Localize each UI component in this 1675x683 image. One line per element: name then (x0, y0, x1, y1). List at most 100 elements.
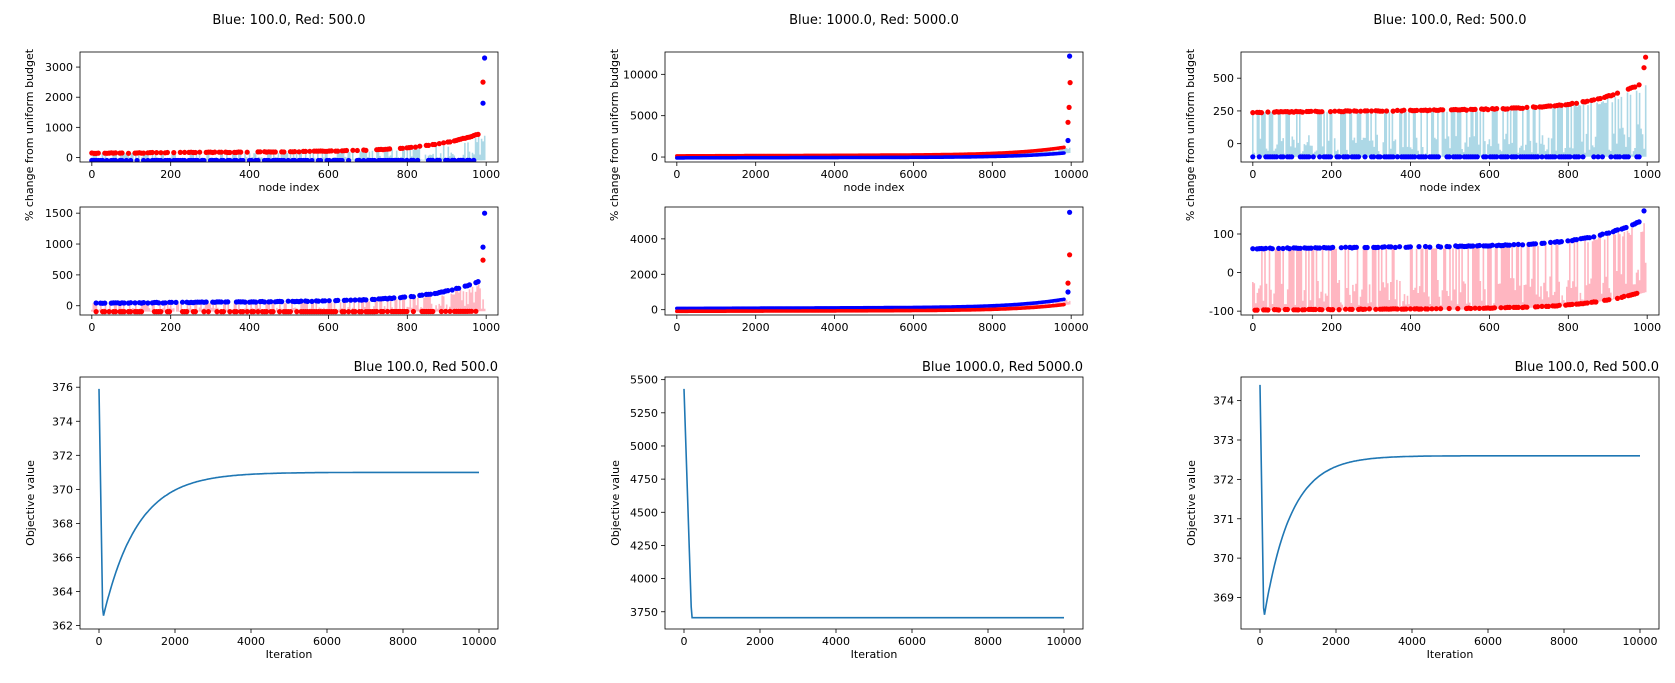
point-blue (1507, 242, 1513, 248)
point-blue (281, 157, 287, 162)
point-red (1349, 306, 1355, 312)
point-red (1515, 304, 1521, 310)
point-blue (1392, 244, 1398, 250)
point-red (1455, 306, 1461, 312)
point-blue (298, 298, 304, 304)
x-tick-label: 400 (1400, 321, 1421, 334)
point-blue (1263, 245, 1269, 251)
point-red (1641, 65, 1647, 71)
x-tick-label: 600 (318, 168, 339, 181)
point-red (1373, 306, 1379, 312)
point-red (1312, 306, 1318, 313)
point-red (1535, 304, 1541, 310)
point-red (436, 141, 442, 147)
x-tick-label: 2000 (742, 321, 770, 334)
chart-title: Blue: 100.0, Red: 500.0 (212, 13, 365, 28)
point-red (1368, 108, 1375, 114)
point-blue (285, 298, 291, 304)
point-red (227, 309, 233, 315)
point-red (182, 149, 188, 155)
point-blue (445, 157, 451, 162)
point-blue (1362, 154, 1368, 160)
series-red (675, 252, 1073, 314)
y-tick-label: 372 (52, 449, 73, 462)
point-red (1384, 108, 1390, 114)
point-red (244, 149, 250, 155)
point-red (473, 308, 479, 314)
point-blue (1390, 154, 1396, 160)
point-blue (1336, 154, 1342, 160)
point-red (1569, 100, 1575, 106)
point-blue (1567, 154, 1573, 160)
point-blue (1269, 246, 1275, 252)
point-blue (225, 299, 231, 305)
point-red (1504, 106, 1511, 112)
point-blue (162, 300, 168, 306)
point-red (410, 308, 416, 315)
point-red (1597, 95, 1603, 102)
point-red (272, 149, 278, 155)
point-red (1545, 303, 1552, 309)
x-tick-label: 2000 (161, 635, 189, 648)
point-red (201, 309, 207, 315)
y-tick-label: 364 (52, 586, 73, 599)
y-tick-label: 4000 (630, 233, 658, 246)
point-red (374, 308, 380, 315)
point-blue (1062, 151, 1066, 155)
x-tick-label: 2000 (746, 635, 774, 648)
point-red (1427, 107, 1433, 113)
point-red (1379, 108, 1385, 114)
chart-c2o: 0 2000 4000 6000 8000 10000 3750 4000 4250 4500 47… (609, 360, 1084, 661)
point-blue (218, 299, 224, 305)
point-red (1438, 306, 1444, 312)
point-red (287, 309, 293, 315)
point-red (166, 309, 173, 315)
x-tick-label: 6000 (313, 635, 341, 648)
point-blue (1067, 53, 1073, 59)
point-red (192, 309, 198, 315)
x-tick-label: 1000 (472, 321, 500, 334)
axes-frame (79, 376, 499, 630)
point-red (475, 131, 481, 137)
x-tick-label: 2000 (742, 168, 770, 181)
point-red (1494, 106, 1500, 112)
axes-frame (664, 376, 1084, 630)
point-red (1532, 104, 1539, 110)
x-tick-label: 0 (673, 168, 680, 181)
plot-area (89, 55, 488, 162)
point-blue (371, 296, 378, 303)
point-blue (363, 297, 369, 303)
point-red (119, 150, 125, 156)
plot-area (675, 209, 1073, 314)
y-tick-label: 4250 (630, 539, 658, 552)
x-tick-label: 800 (397, 168, 418, 181)
point-blue (1539, 154, 1545, 160)
x-tick-label: 400 (239, 168, 260, 181)
point-blue (220, 157, 227, 162)
point-blue (1412, 154, 1418, 160)
point-red (1468, 305, 1474, 312)
point-red (128, 309, 134, 315)
point-red (197, 149, 203, 155)
x-tick-label: 0 (88, 321, 95, 334)
x-tick-label: 8000 (389, 635, 417, 648)
y-tick-label: 4750 (630, 473, 658, 486)
point-blue (1407, 244, 1413, 250)
point-red (335, 148, 341, 154)
point-blue (449, 287, 455, 293)
point-red (359, 309, 365, 315)
point-blue (1065, 137, 1071, 144)
point-red (1065, 119, 1071, 125)
point-red (1414, 107, 1420, 113)
axes-frame (664, 206, 1084, 316)
chart-c1o: 0 2000 4000 6000 8000 10000 362 364 366 368 370 372… (24, 360, 499, 661)
point-red (443, 308, 449, 314)
point-blue (352, 297, 358, 303)
point-red (177, 149, 183, 155)
y-tick-label: 250 (1213, 105, 1234, 118)
point-blue (134, 157, 140, 162)
x-axis-label: node index (843, 181, 905, 194)
point-blue (1591, 154, 1597, 160)
point-blue (1327, 154, 1334, 160)
point-blue (1256, 154, 1262, 160)
